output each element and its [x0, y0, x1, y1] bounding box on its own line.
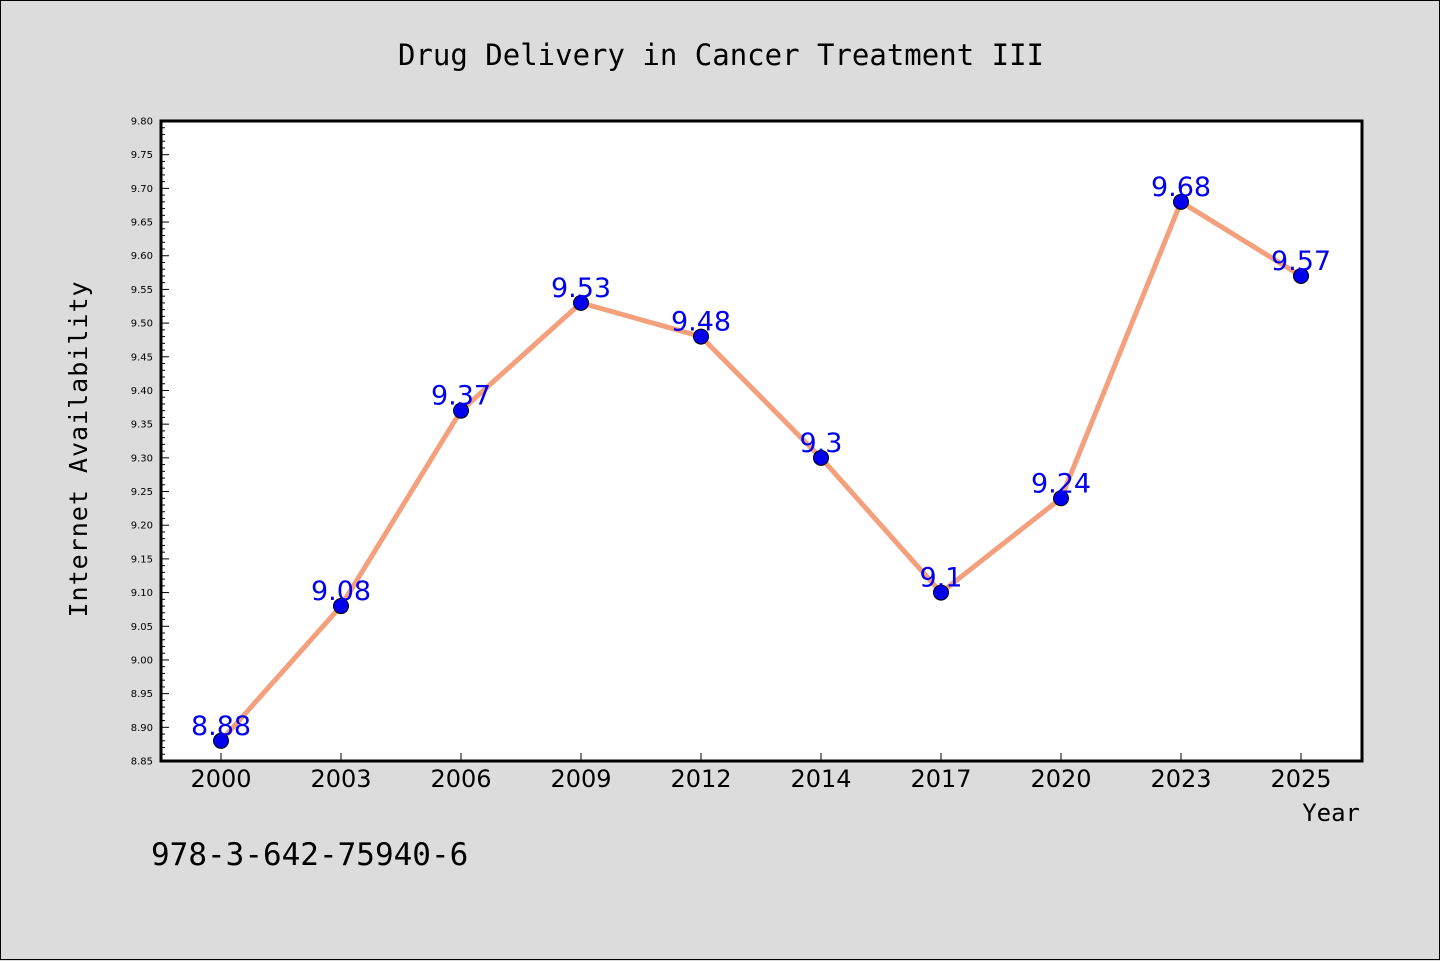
- y-tick-label: 9.30: [131, 453, 153, 464]
- x-tick-label: 2017: [910, 765, 971, 793]
- y-tick-label: 9.00: [131, 655, 153, 666]
- x-tick-label: 2014: [790, 765, 851, 793]
- y-tick-label: 9.15: [131, 554, 153, 565]
- x-tick-label: 2025: [1270, 765, 1331, 793]
- y-tick-label: 9.40: [131, 386, 153, 397]
- chart-title: Drug Delivery in Cancer Treatment III: [398, 38, 1044, 72]
- y-tick-label: 9.45: [131, 352, 153, 363]
- data-point: [573, 294, 589, 311]
- y-tick-label: 9.60: [131, 251, 153, 262]
- data-label: 9.08: [311, 576, 371, 607]
- y-tick-label: 9.75: [131, 150, 153, 161]
- data-point: [813, 449, 829, 466]
- y-axis-label: Internet Availability: [64, 280, 93, 617]
- data-label: 8.88: [191, 711, 251, 742]
- y-tick-label: 8.90: [131, 723, 153, 734]
- data-point: [933, 584, 949, 601]
- plot-frame: [159, 119, 1364, 763]
- y-tick-label: 9.10: [131, 588, 153, 599]
- data-label: 9.3: [800, 428, 843, 459]
- x-tick-label: 2023: [1150, 765, 1211, 793]
- data-point: [333, 598, 349, 615]
- data-point: [1053, 490, 1069, 507]
- y-tick-label: 9.50: [131, 319, 153, 330]
- y-tick-label: 9.80: [131, 117, 153, 128]
- x-tick-label: 2020: [1030, 765, 1091, 793]
- data-label: 9.68: [1151, 172, 1211, 203]
- x-tick-label: 2006: [430, 765, 491, 793]
- x-axis-ticks: 2000 2003 2006 2009 2012 2014 2017 2020 2023 2025: [190, 753, 1332, 793]
- y-tick-label: 9.55: [131, 285, 153, 296]
- y-tick-label: 9.20: [131, 521, 153, 532]
- data-label: 9.57: [1271, 246, 1331, 277]
- plot-area: [161, 121, 1362, 761]
- data-label: 9.24: [1031, 468, 1091, 499]
- x-tick-label: 2009: [550, 765, 611, 793]
- footer-code: 978-3-642-75940-6: [151, 837, 468, 873]
- series-line: [218, 199, 1304, 744]
- y-tick-label: 9.70: [131, 184, 153, 195]
- x-axis-label: Year: [1302, 799, 1360, 827]
- data-label: 9.48: [671, 307, 731, 338]
- y-tick-label: 8.95: [131, 689, 153, 700]
- x-tick-label: 2003: [310, 765, 371, 793]
- data-point: [213, 732, 229, 749]
- data-label: 9.37: [431, 381, 491, 412]
- y-tick-label: 9.35: [131, 420, 153, 431]
- data-point: [693, 328, 709, 345]
- data-point: [1173, 193, 1189, 210]
- data-point: [1293, 267, 1309, 284]
- y-tick-label: 9.25: [131, 487, 153, 498]
- data-labels: 8.88 9.08 9.37 9.53 9.48 9.3 9.1 9.24 9.68 9.57: [191, 172, 1331, 742]
- y-tick-label: 9.65: [131, 218, 153, 229]
- x-tick-label: 2012: [670, 765, 731, 793]
- data-label: 9.53: [551, 273, 611, 304]
- y-tick-label: 8.85: [131, 757, 153, 768]
- x-tick-label: 2000: [190, 765, 251, 793]
- y-tick-label: 9.05: [131, 622, 153, 633]
- data-label: 9.1: [920, 563, 963, 594]
- series-markers: [213, 193, 1309, 749]
- data-point: [453, 402, 469, 419]
